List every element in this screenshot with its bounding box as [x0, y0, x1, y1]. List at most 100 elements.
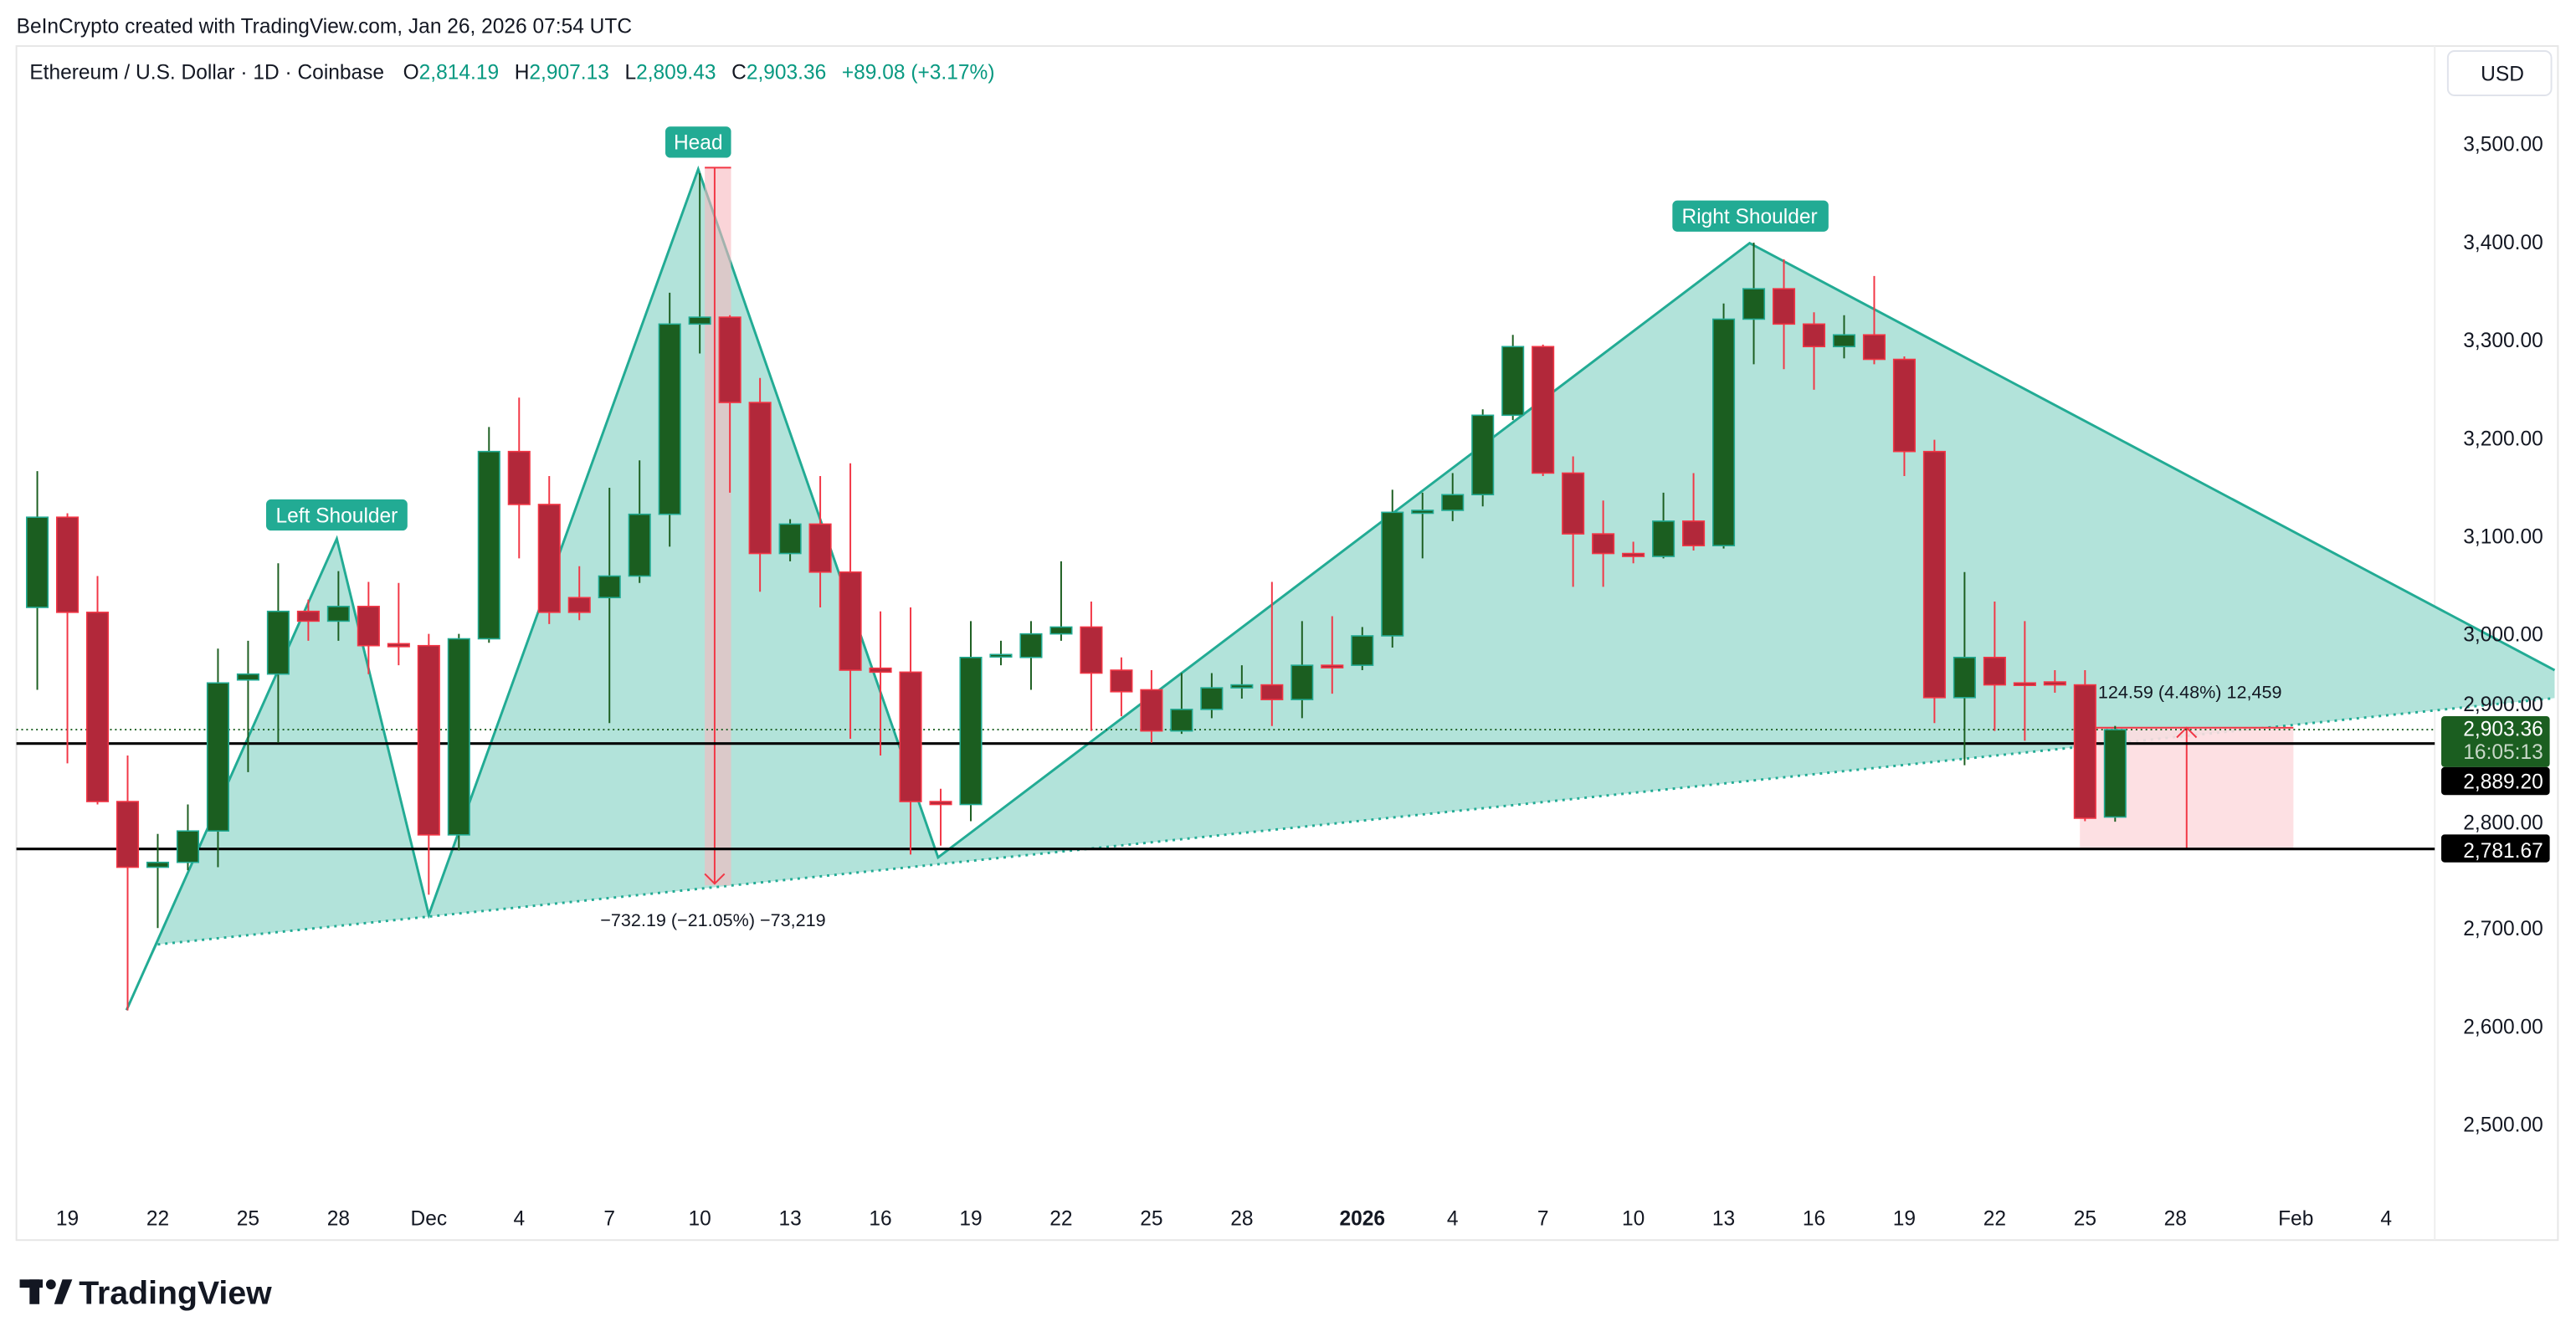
candle: [2073, 670, 2096, 822]
candle: [1592, 500, 1615, 587]
candle: [989, 640, 1013, 666]
candle: [1200, 673, 1224, 719]
candle-body: [1772, 288, 1796, 325]
price-tick: 3,400.00: [2463, 232, 2543, 254]
candle: [387, 582, 410, 666]
time-tick: 28: [2164, 1208, 2187, 1231]
candle-body: [1080, 626, 1103, 674]
candle: [1291, 621, 1314, 719]
time-tick: 28: [327, 1208, 350, 1231]
candle-body: [1742, 288, 1766, 320]
candle-body: [1291, 664, 1314, 700]
price-tick: 2,600.00: [2463, 1016, 2543, 1038]
candle-body: [115, 801, 140, 868]
right-measure-label: 124.59 (4.48%) 12,459: [2098, 681, 2282, 702]
candle: [688, 172, 711, 354]
candle: [959, 621, 983, 822]
candle-body: [2013, 682, 2036, 686]
candle-body: [85, 612, 110, 802]
price-tick: 3,500.00: [2463, 134, 2543, 156]
candle-body: [899, 671, 922, 802]
candles[interactable]: [26, 172, 2127, 1011]
candle: [357, 581, 380, 674]
time-tick: 19: [1893, 1208, 1916, 1231]
price-tick: 2,800.00: [2463, 812, 2543, 834]
candle-body: [1471, 414, 1495, 496]
candle-body: [1532, 346, 1555, 474]
candle-body: [1321, 664, 1344, 668]
price-tick: 2,700.00: [2463, 918, 2543, 940]
candle-body: [718, 316, 741, 403]
candle-body: [959, 656, 983, 806]
brand-name: TradingView: [79, 1275, 272, 1312]
candle-body: [2073, 684, 2096, 819]
time-axis[interactable]: 19 22 25 28 Dec 4 7 10 13 16 19 22 25 28 2026 4 7 10 13 16 1…: [56, 1208, 2392, 1231]
candle: [266, 563, 290, 743]
time-tick: 28: [1230, 1208, 1253, 1231]
candle-body: [1712, 318, 1736, 546]
candle: [206, 648, 229, 868]
candle: [1110, 657, 1133, 717]
price-axis[interactable]: 3,500.00 3,400.00 3,300.00 3,200.00 3,100.00…: [2463, 134, 2543, 1137]
candle: [1953, 571, 1976, 766]
candle-body: [808, 523, 832, 573]
tradingview-logo[interactable]: TradingView: [19, 1275, 273, 1312]
symbol-title[interactable]: Ethereum / U.S. Dollar · 1D · Coinbase: [29, 61, 384, 84]
candle-body: [598, 575, 621, 599]
candle: [1321, 616, 1344, 694]
candle-body: [387, 643, 410, 648]
candle-body: [206, 682, 229, 832]
candle: [1411, 492, 1434, 559]
candle-body: [929, 801, 952, 806]
pattern-outline: [125, 165, 2556, 1011]
svg-text:2,781.67: 2,781.67: [2463, 840, 2543, 863]
svg-text:Right Shoulder: Right Shoulder: [1682, 206, 1818, 228]
candle-body: [417, 644, 440, 836]
price-tick: 2,900.00: [2463, 694, 2543, 716]
time-tick: Feb: [2278, 1208, 2313, 1231]
time-tick: 10: [689, 1208, 711, 1231]
candle-body: [1802, 323, 1826, 348]
candle: [778, 519, 802, 561]
candle-body: [1260, 684, 1284, 700]
low-value: 2,809.43: [636, 61, 716, 84]
candle: [748, 377, 772, 592]
currency-label: USD: [2481, 63, 2524, 85]
candle-body: [1862, 334, 1886, 361]
candle: [567, 566, 591, 621]
price-tick: 2,500.00: [2463, 1114, 2543, 1137]
candle: [1501, 335, 1525, 421]
time-tick: 10: [1622, 1208, 1645, 1231]
candle-body: [1019, 633, 1043, 658]
candle: [2013, 621, 2036, 741]
candle-body: [537, 504, 561, 613]
last-price-tag: 2,903.36 16:05:13: [2441, 715, 2550, 767]
head-measure-area: [705, 167, 731, 886]
time-tick: 22: [146, 1208, 169, 1231]
time-tick: 13: [778, 1208, 801, 1231]
candle-body: [266, 610, 290, 675]
candle: [1080, 601, 1103, 731]
candle: [1532, 344, 1555, 476]
bar-countdown: 16:05:13: [2463, 741, 2543, 764]
candle-body: [1351, 635, 1374, 666]
line1-price-tag: 2,889.20: [2441, 766, 2550, 796]
low-label: L: [624, 61, 636, 84]
svg-text:2,889.20: 2,889.20: [2463, 771, 2543, 793]
candle: [417, 633, 440, 895]
price-tick: 3,300.00: [2463, 330, 2543, 352]
candle: [1832, 315, 1856, 359]
candle-body: [507, 450, 531, 505]
candle-body: [1922, 450, 1946, 699]
candle-body: [778, 523, 802, 555]
currency-button[interactable]: USD: [2446, 49, 2553, 96]
neckline: [157, 696, 2555, 946]
candle-body: [2103, 729, 2127, 818]
candle: [1260, 581, 1284, 726]
candle-body: [658, 323, 681, 515]
time-tick: 25: [2074, 1208, 2096, 1231]
candle: [85, 576, 110, 805]
close-label: C: [731, 61, 747, 84]
time-tick: 4: [513, 1208, 525, 1231]
